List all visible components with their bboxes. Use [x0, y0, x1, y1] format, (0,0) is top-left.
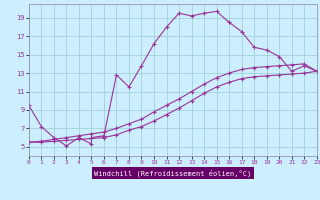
- X-axis label: Windchill (Refroidissement éolien,°C): Windchill (Refroidissement éolien,°C): [94, 169, 252, 177]
